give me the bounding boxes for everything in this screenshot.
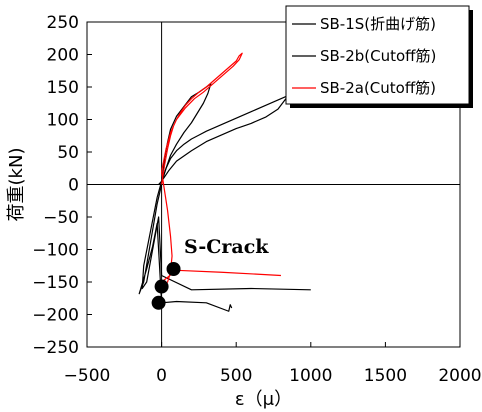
crack-marker xyxy=(154,279,169,294)
legend: SB-1S(折曲げ筋) SB-2b(Cutoff筋) SB-2a(Cutoff筋) xyxy=(285,5,473,108)
x-tick-label: −500 xyxy=(64,366,111,386)
x-tick-label: 0 xyxy=(156,366,167,386)
y-axis-title: 荷重(kN) xyxy=(6,148,27,222)
y-tick-label: 50 xyxy=(57,143,79,163)
crack-marker xyxy=(151,295,166,310)
annotation-label: S-Crack xyxy=(184,236,269,258)
x-axis-ticks: −500 0 500 1000 1500 2000 xyxy=(64,342,482,386)
y-tick-label: −50 xyxy=(43,208,79,228)
annotation-layer: S-Crack xyxy=(184,236,269,258)
x-tick-label: 500 xyxy=(220,366,252,386)
crack-marker xyxy=(166,262,181,276)
y-tick-label: −150 xyxy=(32,273,79,293)
legend-label: SB-1S(折曲げ筋) xyxy=(320,15,436,33)
y-tick-label: 100 xyxy=(47,111,79,131)
y-tick-label: −100 xyxy=(32,241,79,261)
y-tick-label: 200 xyxy=(47,46,79,66)
x-tick-label: 1500 xyxy=(364,366,407,386)
y-tick-label: −200 xyxy=(32,306,79,326)
series-layer xyxy=(138,52,311,312)
x-axis-title: ε（μ） xyxy=(235,389,292,410)
y-tick-label: 250 xyxy=(47,13,79,33)
x-tick-label: 2000 xyxy=(438,366,481,386)
series-line-1 xyxy=(158,86,294,186)
legend-label: SB-2a(Cutoff筋) xyxy=(320,79,436,97)
y-axis-ticks: 250 200 150 100 50 0 −50 −100 −150 −200 −250 xyxy=(32,13,92,358)
x-tick-label: 1000 xyxy=(289,366,332,386)
y-tick-label: 0 xyxy=(68,176,79,196)
legend-box xyxy=(285,5,470,105)
y-tick-label: 150 xyxy=(47,78,79,98)
legend-label: SB-2b(Cutoff筋) xyxy=(320,47,436,65)
marker-layer xyxy=(151,262,181,310)
series-line-2 xyxy=(141,83,311,291)
y-tick-label: −250 xyxy=(32,338,79,358)
